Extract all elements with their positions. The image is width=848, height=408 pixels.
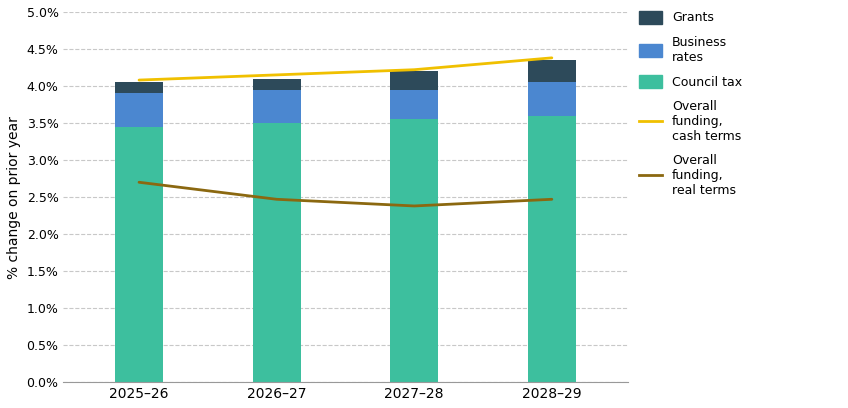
Bar xyxy=(390,119,438,382)
Bar xyxy=(253,79,301,90)
Bar xyxy=(253,90,301,123)
Bar xyxy=(253,123,301,382)
Y-axis label: % change on prior year: % change on prior year xyxy=(7,115,21,279)
Legend: Grants, Business
rates, Council tax, Overall
funding,
cash terms, Overall
fundin: Grants, Business rates, Council tax, Ove… xyxy=(639,11,742,197)
Bar xyxy=(390,90,438,119)
Bar xyxy=(115,82,163,93)
Bar xyxy=(527,60,576,82)
Bar xyxy=(115,127,163,382)
Bar xyxy=(527,115,576,382)
Bar xyxy=(390,71,438,90)
Bar xyxy=(115,93,163,127)
Bar xyxy=(527,82,576,115)
